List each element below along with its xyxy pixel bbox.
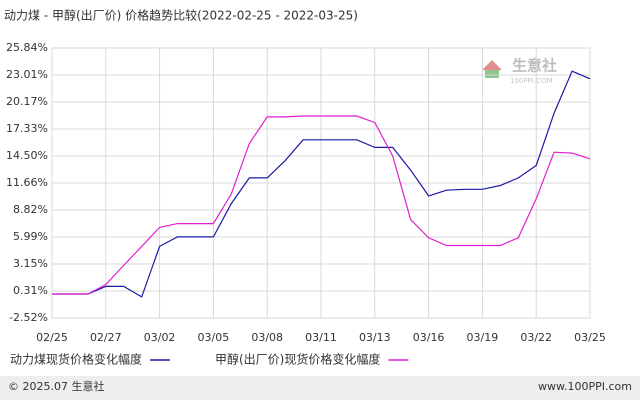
y-tick-label: 14.50% (6, 149, 48, 162)
x-tick-label: 03/11 (305, 331, 337, 344)
x-tick-label: 02/27 (90, 331, 122, 344)
chart-title: 动力煤 - 甲醇(出厂价) 价格趋势比较(2022-02-25 - 2022-0… (4, 8, 358, 23)
watermark-site: 100PPI.COM (510, 77, 553, 85)
y-tick-label: -2.52% (9, 311, 48, 324)
footer-right: www.100PPI.com (538, 380, 632, 393)
x-tick-label: 03/16 (413, 331, 445, 344)
series-line (52, 115, 591, 295)
x-tick-label: 03/05 (198, 331, 230, 344)
y-tick-label: 11.66% (6, 176, 48, 189)
x-tick-label: 02/25 (36, 331, 68, 344)
x-tick-label: 03/13 (359, 331, 391, 344)
x-tick-label: 03/19 (467, 331, 499, 344)
x-tick-label: 03/22 (520, 331, 552, 344)
footer-left: © 2025.07 生意社 (8, 379, 104, 393)
y-tick-label: 0.31% (13, 284, 48, 297)
series-line (52, 70, 591, 298)
logo-icon-base (485, 70, 499, 78)
watermark-brand: 生意社 (512, 57, 557, 75)
legend-label: 动力煤现货价格变化幅度 (10, 352, 142, 367)
y-tick-label: 5.99% (13, 230, 48, 243)
y-tick-label: 23.01% (6, 68, 48, 81)
y-tick-label: 3.15% (13, 257, 48, 270)
legend-label: 甲醇(出厂价)现货价格变化幅度 (215, 352, 380, 367)
x-tick-label: 03/02 (144, 331, 176, 344)
y-tick-label: 8.82% (13, 203, 48, 216)
y-tick-label: 25.84% (6, 41, 48, 54)
logo-icon (482, 60, 502, 70)
footer-bar (0, 376, 640, 400)
x-tick-label: 03/08 (251, 331, 283, 344)
watermark: 生意社 100PPI.COM (482, 57, 557, 85)
x-tick-label: 03/25 (574, 331, 606, 344)
y-tick-label: 20.17% (6, 95, 48, 108)
y-tick-label: 17.33% (6, 122, 48, 135)
